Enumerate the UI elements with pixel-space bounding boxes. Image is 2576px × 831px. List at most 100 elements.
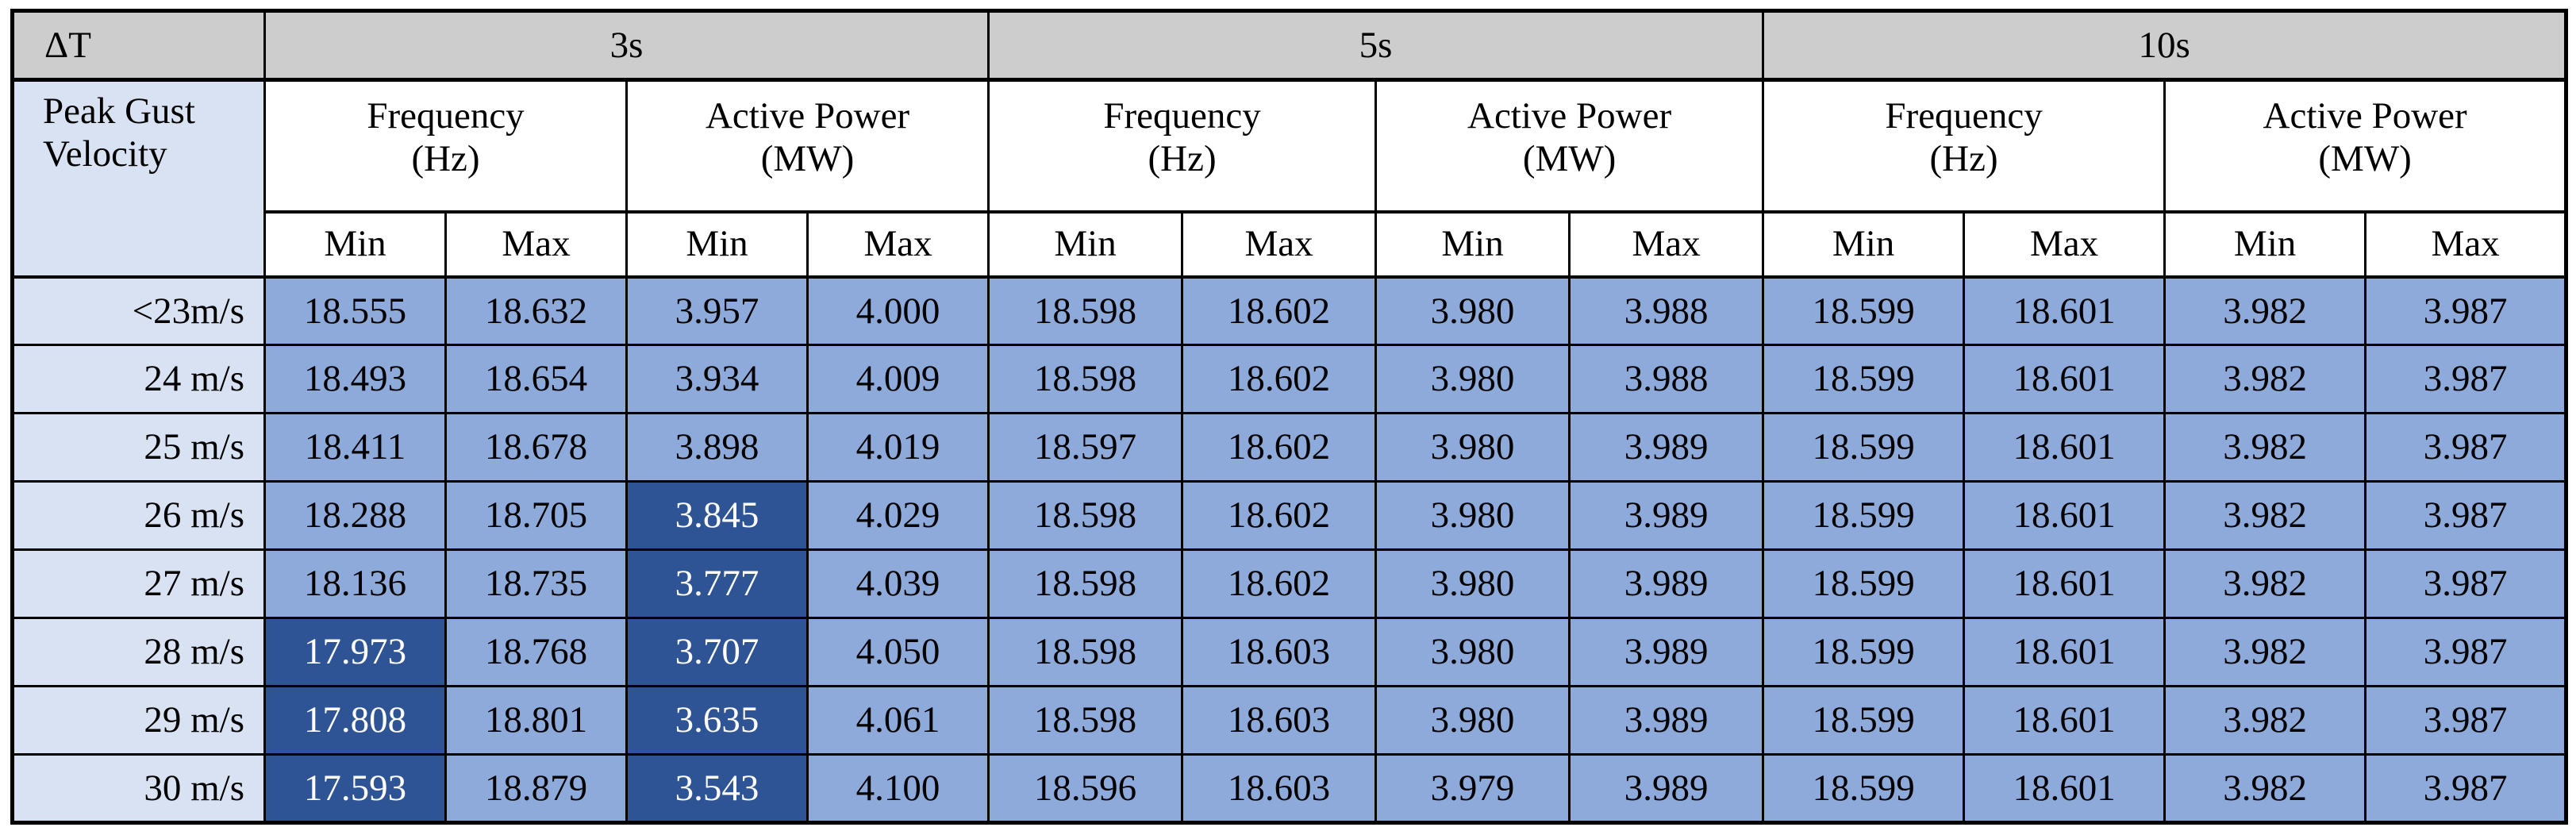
- data-cell: 4.009: [805, 344, 990, 414]
- metric-header-frequency-10s: Frequency (Hz): [1762, 79, 2167, 214]
- metric-name: Frequency: [1885, 95, 2043, 137]
- data-cell: 18.411: [263, 412, 447, 483]
- data-cell: 18.598: [987, 548, 1184, 619]
- data-cell: 3.989: [1568, 617, 1765, 687]
- data-cell: 3.980: [1375, 548, 1571, 619]
- metric-header-active-power-3s: Active Power (MW): [625, 79, 990, 214]
- min-header: Min: [263, 210, 447, 279]
- data-cell: 3.980: [1375, 617, 1571, 687]
- min-header: Min: [2163, 210, 2367, 279]
- data-cell: 4.061: [805, 685, 990, 756]
- data-cell: 3.982: [2163, 275, 2367, 346]
- data-cell: 18.601: [1963, 412, 2167, 483]
- data-cell: 18.735: [444, 548, 628, 619]
- data-cell: 18.603: [1181, 685, 1378, 756]
- metric-name: Frequency: [367, 95, 525, 137]
- metric-name: Active Power: [2263, 95, 2467, 137]
- data-cell: 18.599: [1762, 480, 1966, 551]
- data-cell: 3.777: [625, 548, 809, 619]
- metric-unit: (MW): [1522, 138, 1617, 180]
- max-header: Max: [1181, 210, 1378, 279]
- data-cell: 18.598: [987, 344, 1184, 414]
- data-cell: 18.599: [1762, 685, 1966, 756]
- data-cell: 18.768: [444, 617, 628, 687]
- gust-response-table: ΔT 3s 5s 10s Peak Gust Velocity Frequenc…: [10, 9, 2569, 825]
- max-header: Max: [2364, 210, 2568, 279]
- data-cell: 18.601: [1963, 617, 2167, 687]
- data-cell: 3.980: [1375, 412, 1571, 483]
- metric-header-active-power-10s: Active Power (MW): [2163, 79, 2568, 214]
- data-cell: 18.601: [1963, 480, 2167, 551]
- data-cell: 3.635: [625, 685, 809, 756]
- data-cell: 3.982: [2163, 344, 2367, 414]
- data-cell: 18.599: [1762, 753, 1966, 824]
- data-cell: 18.598: [987, 480, 1184, 551]
- data-cell: 3.982: [2163, 617, 2367, 687]
- data-cell: 18.603: [1181, 617, 1378, 687]
- data-cell: 3.845: [625, 480, 809, 551]
- data-cell: 3.543: [625, 753, 809, 824]
- data-cell: 3.987: [2364, 275, 2568, 346]
- data-cell: 18.601: [1963, 753, 2167, 824]
- data-cell: 18.603: [1181, 753, 1378, 824]
- data-cell: 3.982: [2163, 685, 2367, 756]
- data-cell: 3.980: [1375, 275, 1571, 346]
- data-cell: 18.601: [1963, 548, 2167, 619]
- metric-unit: (MW): [760, 138, 855, 180]
- period-header-5s: 5s: [987, 10, 1765, 82]
- min-header: Min: [625, 210, 809, 279]
- data-cell: 17.808: [263, 685, 447, 756]
- data-cell: 3.987: [2364, 480, 2568, 551]
- data-cell: 4.050: [805, 617, 990, 687]
- data-cell: 18.598: [987, 275, 1184, 346]
- data-cell: 18.632: [444, 275, 628, 346]
- metric-unit: (Hz): [1929, 138, 1998, 180]
- data-cell: 18.493: [263, 344, 447, 414]
- data-cell: 4.019: [805, 412, 990, 483]
- table-row: 24 m/s 18.493 18.654 3.934 4.009 18.598 18.602…: [11, 344, 2568, 414]
- data-cell: 3.979: [1375, 753, 1571, 824]
- data-cell: 3.982: [2163, 480, 2367, 551]
- data-cell: 3.980: [1375, 344, 1571, 414]
- delta-t-header-cell: ΔT: [11, 10, 266, 82]
- data-cell: 18.601: [1963, 344, 2167, 414]
- data-cell: 18.136: [263, 548, 447, 619]
- data-cell: 18.678: [444, 412, 628, 483]
- data-cell: 18.599: [1762, 617, 1966, 687]
- minmax-header-row: Min Max Min Max Min Max Min Max Min Max …: [13, 210, 2568, 279]
- data-cell: 3.980: [1375, 685, 1571, 756]
- row-label: 24 m/s: [11, 344, 266, 414]
- data-cell: 18.705: [444, 480, 628, 551]
- table-body: <23m/s 18.555 18.632 3.957 4.000 18.598 18.602…: [11, 275, 2568, 824]
- data-cell: 18.879: [444, 753, 628, 824]
- data-cell: 3.987: [2364, 753, 2568, 824]
- table-row: 26 m/s 18.288 18.705 3.845 4.029 18.598 18.602…: [11, 480, 2568, 551]
- data-cell: 18.602: [1181, 344, 1378, 414]
- table-row: 29 m/s 17.808 18.801 3.635 4.061 18.598 18.603…: [11, 685, 2568, 756]
- data-cell: 3.957: [625, 275, 809, 346]
- data-cell: 3.707: [625, 617, 809, 687]
- metric-unit: (Hz): [1148, 138, 1217, 180]
- data-cell: 18.599: [1762, 412, 1966, 483]
- table-row: <23m/s 18.555 18.632 3.957 4.000 18.598 18.602…: [11, 275, 2568, 346]
- metric-name: Active Power: [1467, 95, 1672, 137]
- row-label: 26 m/s: [11, 480, 266, 551]
- period-header-3s: 3s: [263, 10, 990, 82]
- max-header: Max: [1568, 210, 1765, 279]
- data-cell: 3.982: [2163, 412, 2367, 483]
- data-cell: 18.288: [263, 480, 447, 551]
- max-header: Max: [444, 210, 628, 279]
- metric-header-active-power-5s: Active Power (MW): [1375, 79, 1765, 214]
- table-row: 27 m/s 18.136 18.735 3.777 4.039 18.598 18.602…: [11, 548, 2568, 619]
- table-row: 30 m/s 17.593 18.879 3.543 4.100 18.596 18.603…: [11, 753, 2568, 824]
- data-cell: 3.987: [2364, 344, 2568, 414]
- data-cell: 3.988: [1568, 344, 1765, 414]
- data-cell: 18.555: [263, 275, 447, 346]
- data-cell: 18.598: [987, 685, 1184, 756]
- data-cell: 3.987: [2364, 685, 2568, 756]
- data-cell: 3.982: [2163, 753, 2367, 824]
- data-cell: 18.596: [987, 753, 1184, 824]
- data-cell: 3.987: [2364, 412, 2568, 483]
- data-cell: 18.602: [1181, 275, 1378, 346]
- row-label: 25 m/s: [11, 412, 266, 483]
